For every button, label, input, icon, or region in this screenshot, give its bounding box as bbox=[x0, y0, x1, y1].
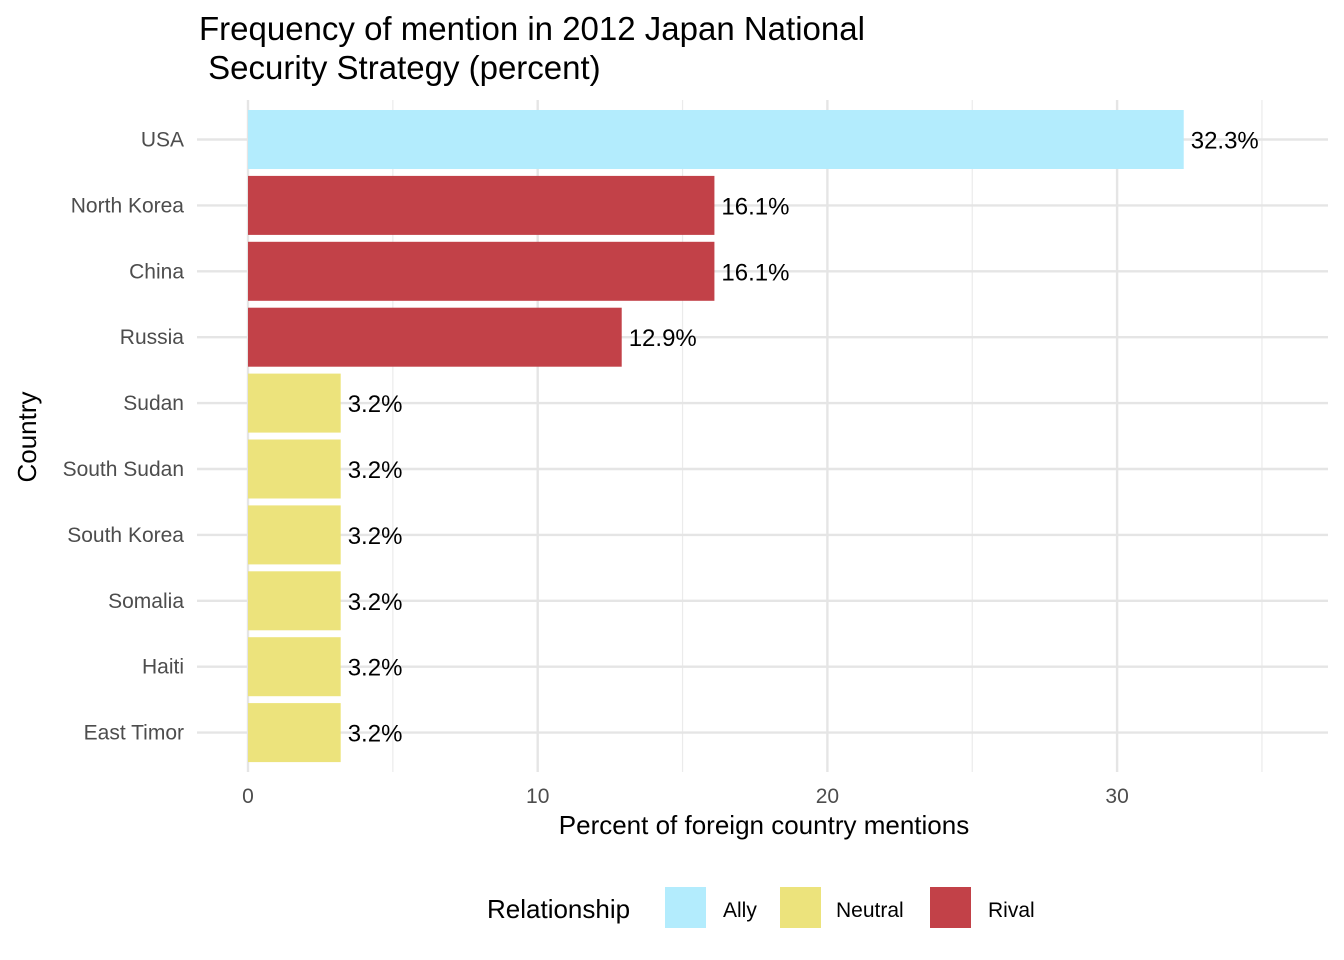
data-label: 12.9% bbox=[629, 325, 697, 352]
x-axis-tick-labels: 0 10 20 30 bbox=[242, 785, 1129, 808]
y-tick-label: East Timor bbox=[84, 722, 184, 745]
data-label: 3.2% bbox=[348, 589, 403, 616]
legend-label-ally: Ally bbox=[723, 899, 757, 922]
legend-key-neutral bbox=[780, 887, 821, 928]
data-label: 3.2% bbox=[348, 391, 403, 418]
bar-russia bbox=[248, 307, 622, 367]
data-label: 3.2% bbox=[348, 721, 403, 748]
data-label: 3.2% bbox=[348, 655, 403, 682]
y-axis-title: Country bbox=[12, 391, 42, 482]
bar-china bbox=[248, 241, 715, 301]
data-label: 3.2% bbox=[348, 523, 403, 550]
bar-east-timor bbox=[248, 703, 341, 763]
bar-haiti bbox=[248, 637, 341, 697]
legend-key-rival bbox=[930, 887, 971, 928]
data-label: 32.3% bbox=[1191, 128, 1259, 155]
x-tick-label: 30 bbox=[1105, 785, 1128, 808]
x-tick-label: 20 bbox=[816, 785, 839, 808]
x-tick-label: 10 bbox=[526, 785, 549, 808]
y-tick-label: North Korea bbox=[71, 194, 185, 217]
chart-title: Frequency of mention in 2012 Japan Natio… bbox=[199, 10, 865, 86]
y-tick-label: Sudan bbox=[123, 392, 184, 415]
bar-south-korea bbox=[248, 505, 341, 565]
chart-title-line-1: Frequency of mention in 2012 Japan Natio… bbox=[199, 10, 865, 47]
y-tick-label: China bbox=[129, 260, 184, 283]
bar-sudan bbox=[248, 373, 341, 433]
bar-south-sudan bbox=[248, 439, 341, 499]
legend-label-neutral: Neutral bbox=[836, 899, 904, 922]
y-tick-label: Russia bbox=[120, 326, 185, 349]
y-tick-label: South Korea bbox=[67, 524, 184, 547]
y-axis-tick-labels: USA North Korea China Russia Sudan South Suda… bbox=[63, 129, 185, 745]
y-tick-label: USA bbox=[141, 129, 184, 152]
bar-somalia bbox=[248, 571, 341, 631]
chart-title-line-2: Security Strategy (percent) bbox=[199, 49, 601, 86]
legend-title: Relationship bbox=[487, 894, 630, 924]
data-labels: 32.3% 16.1% 16.1% 12.9% 3.2% 3.2% 3.2% 3.2% 3.2%… bbox=[348, 128, 1259, 748]
y-tick-label: Somalia bbox=[108, 590, 184, 613]
data-label: 16.1% bbox=[721, 259, 789, 286]
legend: Relationship Ally Neutral Rival bbox=[487, 887, 1035, 928]
bars bbox=[248, 110, 1184, 763]
data-label: 3.2% bbox=[348, 457, 403, 484]
bar-north-korea bbox=[248, 175, 715, 235]
bar-usa bbox=[248, 110, 1184, 169]
legend-key-ally bbox=[665, 887, 706, 928]
x-tick-label: 0 bbox=[242, 785, 254, 808]
y-tick-label: Haiti bbox=[142, 656, 184, 679]
legend-label-rival: Rival bbox=[988, 899, 1035, 922]
data-label: 16.1% bbox=[721, 193, 789, 220]
y-tick-label: South Sudan bbox=[63, 458, 184, 481]
x-axis-title: Percent of foreign country mentions bbox=[559, 810, 969, 840]
